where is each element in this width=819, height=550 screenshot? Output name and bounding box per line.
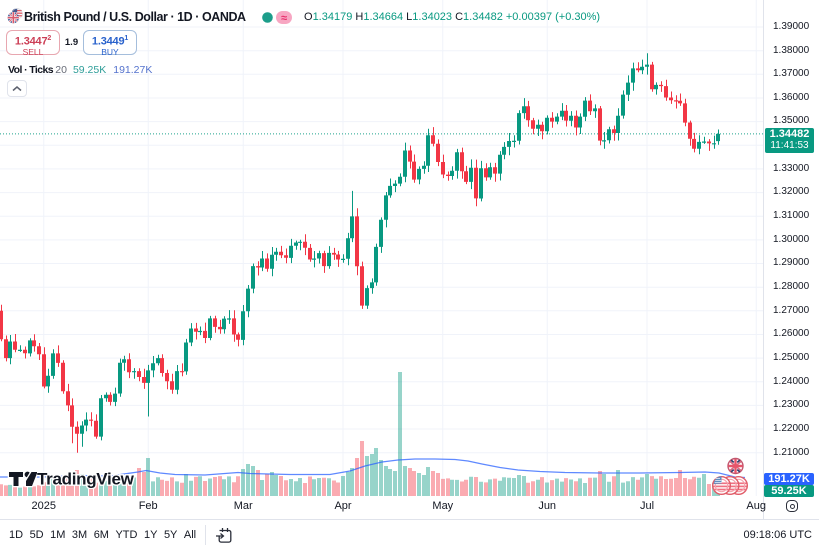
svg-text:TradingView: TradingView xyxy=(37,470,135,489)
svg-text:≈: ≈ xyxy=(281,13,287,25)
